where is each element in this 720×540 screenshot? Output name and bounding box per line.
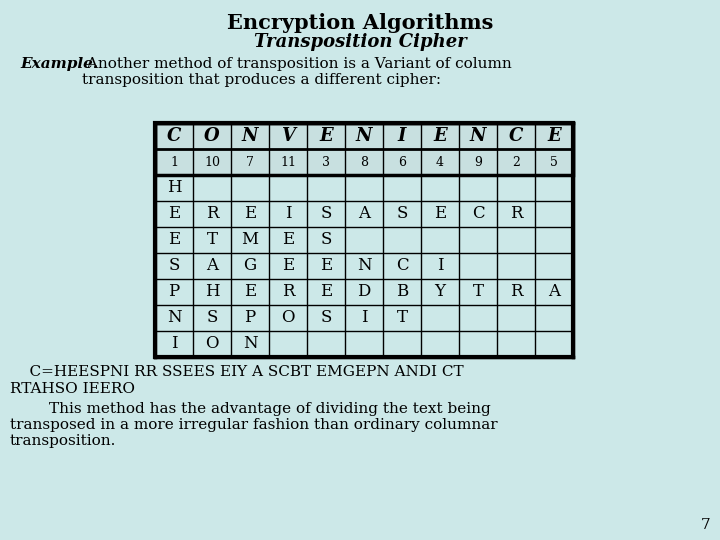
Text: O: O [204, 127, 220, 145]
Text: E: E [319, 127, 333, 145]
Text: O: O [205, 335, 219, 353]
Text: 6: 6 [398, 156, 406, 168]
Text: Y: Y [434, 284, 446, 300]
Text: N: N [356, 258, 372, 274]
Bar [155, 123, 573, 175]
Text: This method has the advantage of dividing the text being
transposed in a more ir: This method has the advantage of dividin… [10, 402, 498, 448]
Text: E: E [434, 206, 446, 222]
Text: O: O [282, 309, 294, 327]
Text: I: I [398, 127, 406, 145]
Text: T: T [397, 309, 408, 327]
Text: S: S [396, 206, 408, 222]
Text: Encryption Algorithms: Encryption Algorithms [227, 13, 493, 33]
Text: S: S [207, 309, 217, 327]
Text: 10: 10 [204, 156, 220, 168]
Text: H: H [167, 179, 181, 197]
Bar [155, 123, 573, 175]
Text: R: R [510, 206, 522, 222]
Text: 2: 2 [512, 156, 520, 168]
Text: C=HEESPNI RR SSEES EIY A SCBT EMGEPN ANDI CT: C=HEESPNI RR SSEES EIY A SCBT EMGEPN AND… [10, 365, 464, 379]
Text: S: S [320, 232, 332, 248]
Text: 5: 5 [550, 156, 558, 168]
Text: 7: 7 [246, 156, 254, 168]
Text: V: V [281, 127, 295, 145]
Text: E: E [320, 258, 332, 274]
Text: C: C [167, 127, 181, 145]
Text: D: D [357, 284, 371, 300]
Text: E: E [244, 206, 256, 222]
Text: B: B [396, 284, 408, 300]
Text: R: R [510, 284, 522, 300]
Text: N: N [356, 127, 372, 145]
Text: 7: 7 [701, 518, 710, 532]
Text: Another method of transposition is a Variant of column
transposition that produc: Another method of transposition is a Var… [82, 57, 512, 87]
Text: 3: 3 [322, 156, 330, 168]
Text: 8: 8 [360, 156, 368, 168]
Text: E: E [282, 258, 294, 274]
Text: N: N [469, 127, 486, 145]
Text: E: E [433, 127, 447, 145]
Text: E: E [168, 206, 180, 222]
Text: C: C [472, 206, 485, 222]
Text: E: E [547, 127, 561, 145]
Text: C: C [509, 127, 523, 145]
Text: C: C [396, 258, 408, 274]
Text: N: N [243, 335, 257, 353]
Text: A: A [358, 206, 370, 222]
Text: R: R [206, 206, 218, 222]
Text: S: S [168, 258, 180, 274]
Text: N: N [167, 309, 181, 327]
Text: I: I [361, 309, 367, 327]
Text: I: I [171, 335, 177, 353]
Text: N: N [242, 127, 258, 145]
Text: S: S [320, 206, 332, 222]
Text: I: I [284, 206, 292, 222]
Text: 9: 9 [474, 156, 482, 168]
Text: Example.: Example. [20, 57, 98, 71]
Text: P: P [244, 309, 256, 327]
Text: S: S [320, 309, 332, 327]
Bar [155, 123, 573, 357]
Text: P: P [168, 284, 179, 300]
Text: R: R [282, 284, 294, 300]
Text: E: E [244, 284, 256, 300]
Text: T: T [207, 232, 217, 248]
Text: H: H [204, 284, 220, 300]
Text: G: G [243, 258, 256, 274]
Text: A: A [206, 258, 218, 274]
Text: 1: 1 [170, 156, 178, 168]
Text: 4: 4 [436, 156, 444, 168]
Text: T: T [472, 284, 484, 300]
Text: I: I [437, 258, 444, 274]
Text: M: M [241, 232, 258, 248]
Text: E: E [168, 232, 180, 248]
Text: E: E [282, 232, 294, 248]
Text: E: E [320, 284, 332, 300]
Text: 11: 11 [280, 156, 296, 168]
Text: RTAHSO IEERO: RTAHSO IEERO [10, 382, 135, 396]
Text: A: A [548, 284, 560, 300]
Text: Transposition Cipher: Transposition Cipher [253, 33, 467, 51]
